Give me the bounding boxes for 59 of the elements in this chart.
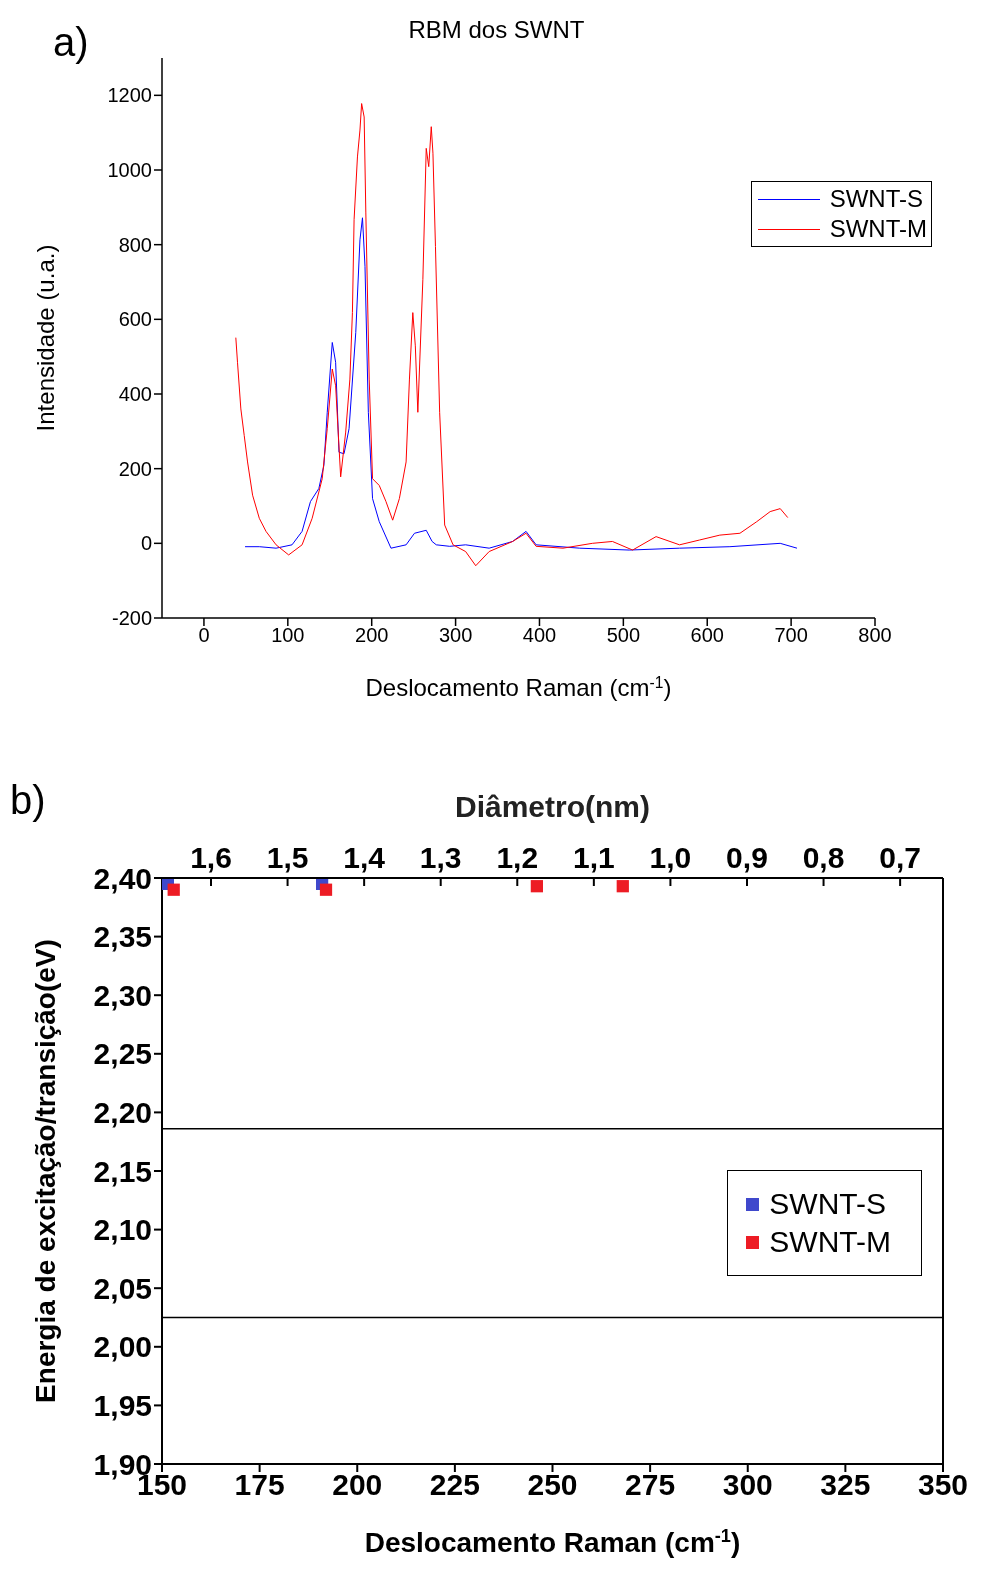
y-tick-label: 2,20 xyxy=(93,1096,152,1130)
legend-label: SWNT-S xyxy=(769,1186,887,1222)
y-tick-label: 2,00 xyxy=(93,1330,152,1364)
x-tick-label: 350 xyxy=(917,1468,969,1502)
x2-tick-label: 0,9 xyxy=(726,841,768,874)
y-tick-label: 2,10 xyxy=(93,1213,152,1247)
chart-title: RBM dos SWNT xyxy=(408,16,585,43)
x-tick-label: 800 xyxy=(858,624,892,647)
x-tick-label: 200 xyxy=(332,1468,383,1502)
x-tick-label: 175 xyxy=(234,1468,285,1502)
x-tick-label: 225 xyxy=(429,1468,480,1502)
x2-axis-title: Diâmetro(nm) xyxy=(454,790,651,824)
x-tick-label: 275 xyxy=(625,1468,676,1502)
y-tick-label: 400 xyxy=(118,383,152,406)
x-tick-label: 400 xyxy=(522,624,557,647)
x-tick-label: 100 xyxy=(271,624,305,647)
line-series xyxy=(244,217,798,551)
x-tick-label: 0 xyxy=(198,624,210,647)
y-tick-label: 0 xyxy=(140,532,152,555)
text: a) xyxy=(53,20,89,65)
y-tick-label: 2,25 xyxy=(93,1037,152,1071)
legend-label: SWNT-M xyxy=(769,1224,891,1260)
legend-label: SWNT-S xyxy=(829,184,924,214)
y-tick-label: 2,15 xyxy=(93,1154,152,1188)
x-tick-label: 250 xyxy=(527,1468,578,1502)
x-tick-label: 500 xyxy=(606,624,641,647)
x-tick-label: 600 xyxy=(690,624,724,647)
x-tick-label: 200 xyxy=(355,624,389,647)
x2-tick-label: 0,8 xyxy=(802,841,845,874)
y-tick-label: 200 xyxy=(118,457,152,480)
y-tick-label: 600 xyxy=(118,308,152,331)
line-series xyxy=(235,103,789,567)
y-tick-label: 2,40 xyxy=(93,861,152,895)
x2-tick-label: 1,2 xyxy=(496,841,539,874)
x-axis-title: Deslocamento Raman (cm$^{-1}$) xyxy=(365,673,672,701)
x-tick-label: 325 xyxy=(820,1468,871,1502)
x2-tick-label: 1,3 xyxy=(419,841,462,874)
x2-tick-label: 1,6 xyxy=(190,841,232,874)
y-tick-label: 2,35 xyxy=(93,920,152,954)
x-axis-title: Deslocamento Raman (cm$^{-1}$) xyxy=(364,1526,741,1558)
y-tick-label: 2,30 xyxy=(93,978,152,1012)
x2-tick-label: 1,0 xyxy=(649,841,692,874)
y-tick-label: 2,05 xyxy=(93,1271,152,1305)
x-tick-label: 300 xyxy=(722,1468,773,1502)
y-tick-label: 800 xyxy=(118,233,152,256)
x2-tick-label: 0,7 xyxy=(879,841,921,874)
y-axis-title: Intensidade (u.a.) xyxy=(32,244,60,432)
y-tick-label: -200 xyxy=(111,607,152,630)
x2-tick-label: 1,1 xyxy=(572,841,615,874)
x-tick-label: 300 xyxy=(438,624,473,647)
x2-tick-label: 1,4 xyxy=(343,841,386,874)
y-tick-label: 1200 xyxy=(107,84,152,107)
y-axis-title: Energia de excitação/transição(eV) xyxy=(30,939,62,1403)
y-tick-label: 1000 xyxy=(107,159,152,182)
y-tick-label: 1,95 xyxy=(93,1389,152,1423)
x2-tick-label: 1,5 xyxy=(266,841,309,874)
legend-label: SWNT-M xyxy=(829,214,927,244)
text: b) xyxy=(10,778,46,823)
x-tick-label: 700 xyxy=(774,624,808,647)
